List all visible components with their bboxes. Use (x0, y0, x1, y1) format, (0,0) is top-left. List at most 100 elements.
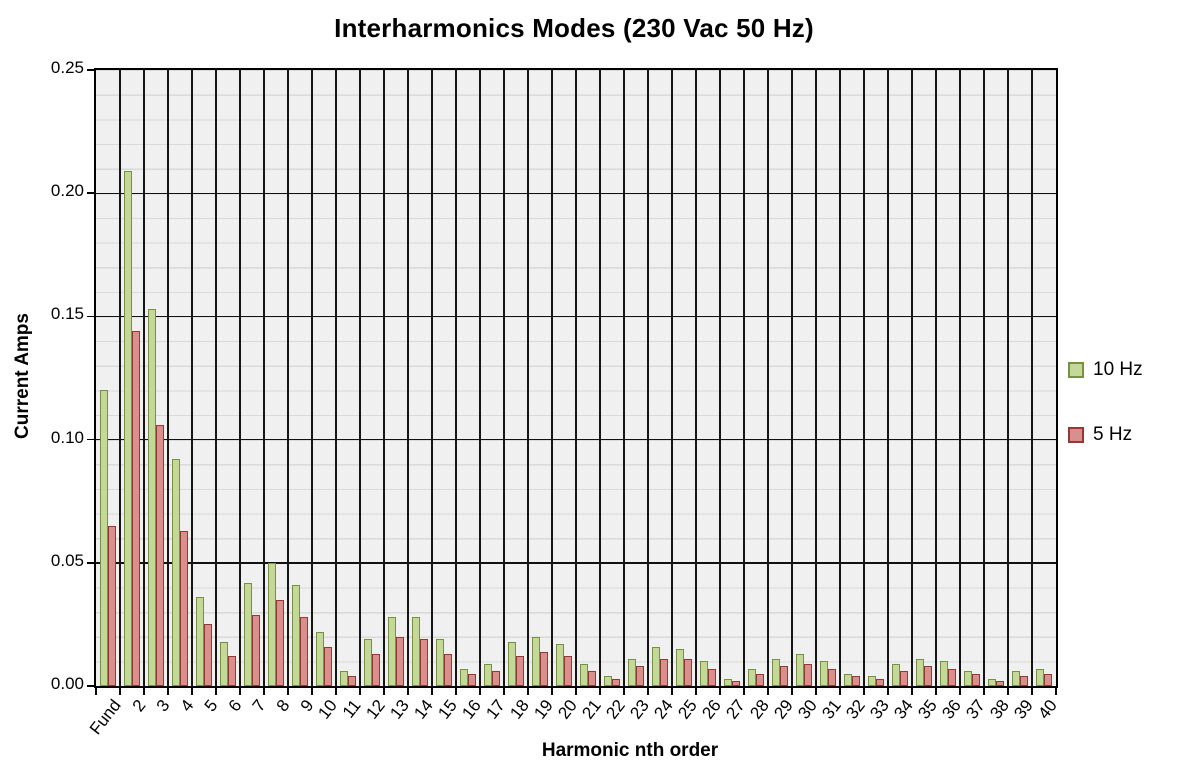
bar-10hz-28 (747, 668, 756, 686)
bar-10hz-33 (867, 676, 876, 686)
x-axis-tick (503, 688, 505, 695)
bar-group-Fund (96, 70, 120, 686)
x-axis-tick (959, 688, 961, 695)
x-axis-tick (695, 688, 697, 695)
x-axis-tick (455, 688, 457, 695)
category-gridline (143, 70, 145, 686)
x-axis-tick (911, 688, 913, 695)
x-axis-tick (1055, 688, 1057, 695)
category-gridline (839, 70, 841, 686)
legend-label-5hz: 5 Hz (1093, 424, 1133, 445)
category-gridline (359, 70, 361, 686)
x-axis-tick (1031, 688, 1033, 695)
y-axis-tick (87, 438, 94, 441)
category-gridline (311, 70, 313, 686)
y-tick-label: 0.15 (50, 304, 84, 324)
bar-5hz-40 (1044, 673, 1053, 686)
x-axis-tick (431, 688, 433, 695)
bar-10hz-5 (195, 597, 204, 686)
category-gridline (599, 70, 601, 686)
x-axis-tick (815, 688, 817, 695)
bar-group-7 (240, 70, 264, 686)
category-gridline (719, 70, 721, 686)
category-gridline (479, 70, 481, 686)
bar-10hz-16 (459, 668, 468, 686)
legend-item-10hz: 10 Hz (1068, 359, 1143, 381)
bar-group-37 (960, 70, 984, 686)
category-gridline (935, 70, 937, 686)
y-axis-tick (87, 685, 94, 687)
bar-5hz-23 (636, 666, 645, 686)
x-tick-label: 11 (339, 696, 365, 722)
category-gridline (743, 70, 745, 686)
bar-10hz-10 (315, 631, 324, 686)
x-axis-tick (191, 688, 193, 695)
category-gridline (383, 70, 385, 686)
x-axis-tick (263, 688, 265, 695)
x-axis-tick (623, 688, 625, 695)
bar-5hz-22 (612, 678, 621, 686)
x-axis-tick (719, 688, 721, 695)
bar-5hz-27 (732, 681, 741, 686)
bar-group-5 (192, 70, 216, 686)
legend-swatch-10hz-icon (1068, 362, 1084, 378)
x-tick-label: 9 (296, 696, 317, 716)
bar-10hz-12 (363, 639, 372, 686)
bar-group-31 (816, 70, 840, 686)
x-axis-tick (671, 688, 673, 695)
legend-swatch-5hz-icon (1068, 427, 1084, 443)
bar-5hz-32 (852, 676, 861, 686)
category-gridline (1031, 70, 1033, 686)
x-axis-tick (599, 688, 601, 695)
x-axis-tick (791, 688, 793, 695)
bar-5hz-4 (180, 530, 189, 686)
category-gridline (407, 70, 409, 686)
x-tick-label: 7 (248, 696, 269, 716)
x-axis-tick (935, 688, 937, 695)
y-tick-label: 0.10 (50, 427, 84, 447)
x-axis-tick (335, 688, 337, 695)
bar-10hz-4 (171, 459, 180, 686)
bar-10hz-6 (219, 641, 228, 686)
bar-5hz-16 (468, 673, 477, 686)
x-axis-tick (527, 688, 529, 695)
bar-5hz-18 (516, 656, 525, 686)
bar-10hz-23 (627, 658, 636, 686)
x-tick-label: 6 (224, 696, 245, 716)
category-gridline (215, 70, 217, 686)
bar-group-39 (1008, 70, 1032, 686)
bar-10hz-36 (939, 661, 948, 686)
category-gridline (647, 70, 649, 686)
x-axis-tick (407, 688, 409, 695)
category-gridline (1007, 70, 1009, 686)
bar-group-26 (696, 70, 720, 686)
bar-10hz-32 (843, 673, 852, 686)
category-gridline (167, 70, 169, 686)
x-axis-tick (215, 688, 217, 695)
bar-5hz-6 (228, 656, 237, 686)
bar-10hz-Fund (99, 390, 108, 686)
bar-10hz-38 (987, 678, 996, 686)
x-axis-tick (1007, 688, 1009, 695)
bar-5hz-10 (324, 646, 333, 686)
bar-10hz-37 (963, 671, 972, 686)
bar-10hz-18 (507, 641, 516, 686)
bar-group-23 (624, 70, 648, 686)
bar-5hz-13 (396, 636, 405, 686)
x-axis-tick (119, 688, 121, 695)
y-axis-tick (87, 562, 94, 564)
bar-10hz-35 (915, 658, 924, 686)
bar-5hz-3 (156, 424, 165, 686)
bar-group-10 (312, 70, 336, 686)
bar-5hz-12 (372, 654, 381, 686)
bar-group-4 (168, 70, 192, 686)
bar-group-18 (504, 70, 528, 686)
x-tick-label: 4 (176, 696, 197, 716)
bar-10hz-3 (147, 309, 156, 686)
y-axis-title: Current Amps (12, 313, 33, 439)
category-gridline (551, 70, 553, 686)
bar-group-33 (864, 70, 888, 686)
bar-group-19 (528, 70, 552, 686)
x-axis-tick (767, 688, 769, 695)
